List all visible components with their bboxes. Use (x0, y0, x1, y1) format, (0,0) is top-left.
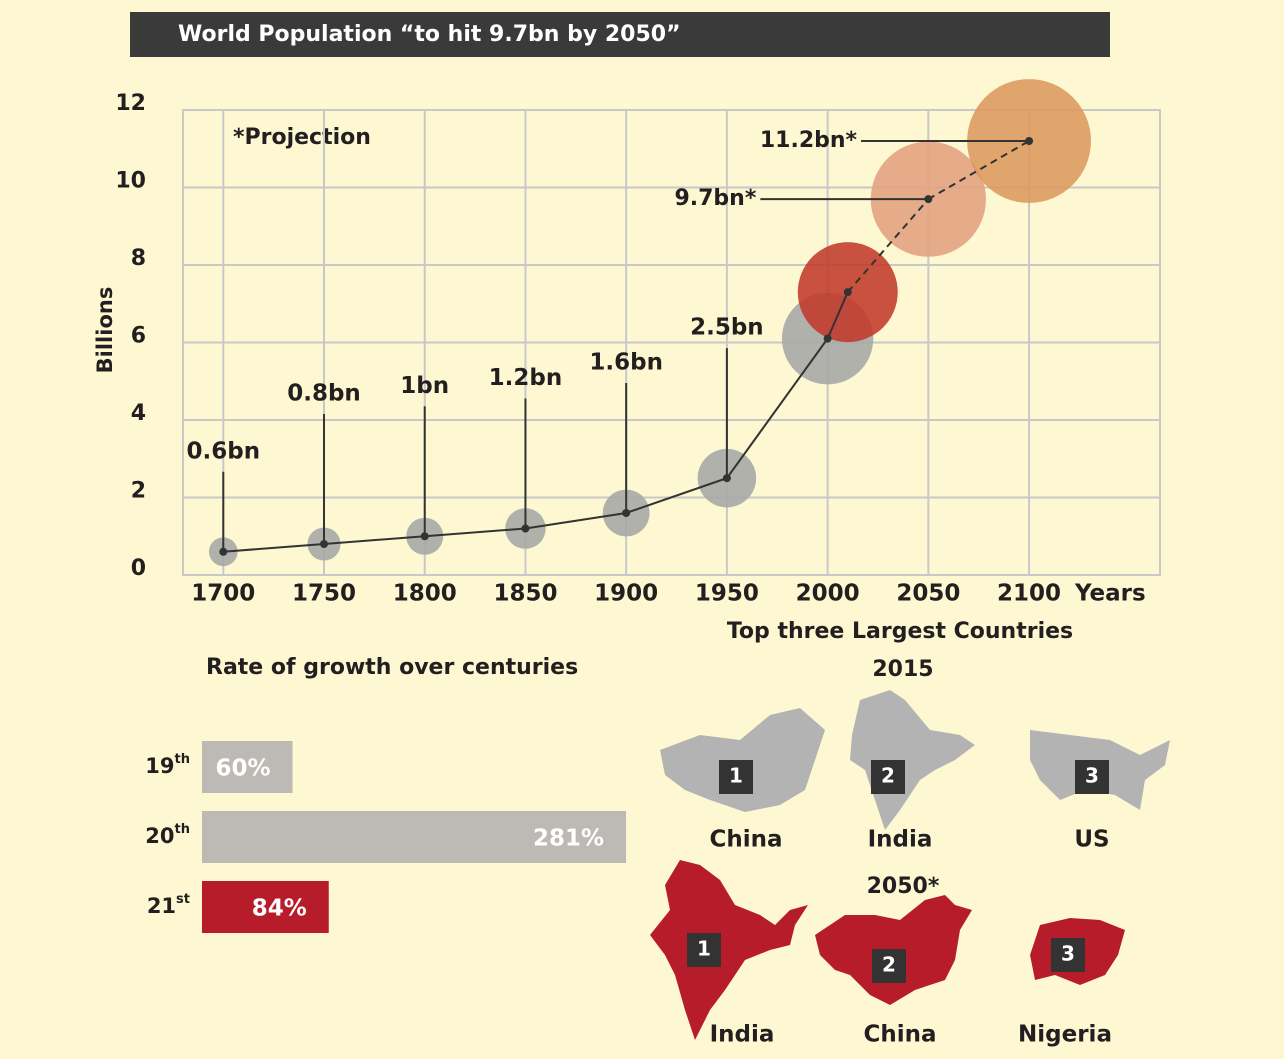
country-name: US (1074, 827, 1109, 853)
y-tick-label: 6 (131, 324, 146, 349)
category-label: 19th (145, 752, 190, 779)
country-name: China (709, 827, 782, 853)
category-suffix: th (175, 822, 190, 837)
country-name: China (863, 1022, 936, 1048)
rank: 2 (882, 953, 896, 977)
data-label: 11.2bn* (760, 128, 858, 153)
y-tick-label: 0 (131, 556, 146, 581)
bar (202, 741, 293, 793)
category-number: 20 (145, 824, 174, 848)
trend-segment (223, 543, 325, 553)
x-tick-label: 2100 (997, 581, 1061, 607)
x-tick-label: 1800 (393, 581, 457, 607)
bar (202, 881, 329, 933)
trend-segment (826, 291, 849, 340)
rank-box (1051, 938, 1085, 972)
data-label: 1bn (400, 373, 449, 399)
point (843, 288, 852, 297)
growth-title: Rate of growth over centuries (206, 655, 578, 680)
rank: 2 (881, 764, 895, 788)
bar-label: 281% (533, 826, 604, 852)
trend-segment (927, 140, 1030, 200)
rank-box (872, 949, 906, 983)
trend-segment (323, 535, 425, 545)
group-year: 2050* (867, 874, 940, 899)
y-tick-label: 8 (131, 246, 146, 271)
category-number: 19 (145, 754, 174, 778)
x-tick-label: 1950 (695, 581, 759, 607)
rank: 1 (697, 937, 711, 961)
country-name: India (868, 827, 933, 853)
rank: 3 (1061, 942, 1075, 966)
annotation: *Projection (233, 125, 371, 150)
country-map (850, 690, 975, 830)
trend-segment (625, 477, 728, 514)
y-tick-label: 12 (115, 91, 146, 116)
country-name: Nigeria (1018, 1022, 1112, 1048)
x-tick-label: 1850 (493, 581, 557, 607)
x-tick-label: 1700 (191, 581, 255, 607)
category-number: 21 (147, 894, 176, 918)
group-year: 2015 (872, 657, 933, 682)
data-label: 1.2bn (489, 365, 563, 391)
bar (202, 811, 627, 863)
rank-box (719, 760, 753, 794)
data-label: 1.6bn (589, 350, 663, 376)
x-tick-label: 1900 (594, 581, 658, 607)
y-tick-label: 2 (131, 479, 146, 504)
title-bar (130, 12, 1110, 57)
bar-label: 60% (215, 756, 270, 782)
y-tick-label: 4 (131, 401, 146, 426)
y-axis-label: Billions (93, 287, 117, 374)
data-label: 0.8bn (287, 381, 361, 407)
x-axis-label: Years (1074, 581, 1146, 607)
data-label: 9.7bn* (674, 186, 756, 211)
trend-segment (424, 527, 526, 538)
rank: 3 (1085, 764, 1099, 788)
rank-box (871, 760, 905, 794)
category-suffix: th (175, 752, 190, 767)
country-map (650, 860, 808, 1040)
y-tick-label: 10 (115, 169, 146, 194)
rank: 1 (729, 764, 743, 788)
trend-segment (847, 198, 930, 293)
data-label: 0.6bn (186, 438, 260, 464)
x-tick-label: 2000 (796, 581, 860, 607)
title: World Population “to hit 9.7bn by 2050” (178, 22, 681, 47)
trend-segment (726, 338, 829, 479)
country-name: India (710, 1022, 775, 1048)
category-suffix: st (176, 892, 190, 907)
bar-label: 84% (252, 896, 307, 922)
category-label: 20th (145, 822, 190, 849)
data-label: 2.5bn (690, 315, 764, 341)
trend-segment (525, 512, 627, 530)
countries-title: Top three Largest Countries (727, 619, 1073, 644)
rank-box (687, 933, 721, 967)
x-tick-label: 1750 (292, 581, 356, 607)
rank-box (1075, 760, 1109, 794)
category-label: 21st (147, 892, 190, 919)
point (823, 334, 832, 343)
x-tick-label: 2050 (896, 581, 960, 607)
